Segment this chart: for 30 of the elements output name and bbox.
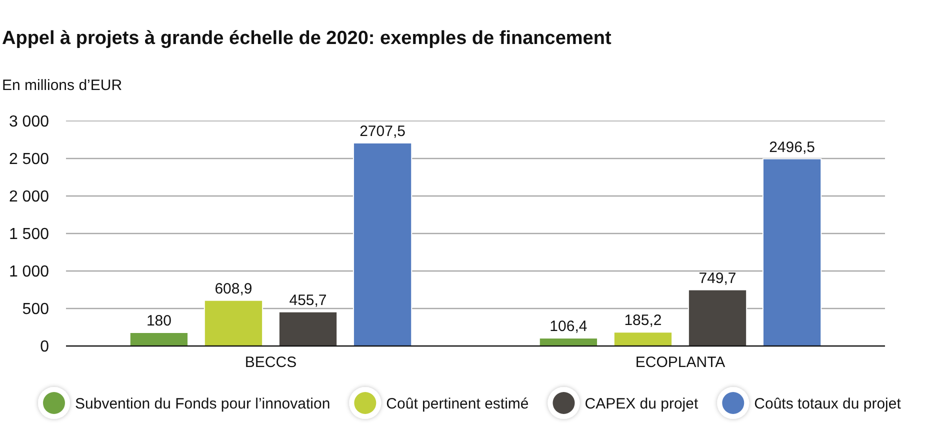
bar	[613, 332, 673, 346]
bar	[278, 311, 338, 346]
data-label: 106,4	[550, 318, 588, 336]
data-label: 2707,5	[360, 122, 406, 140]
data-label: 2496,5	[769, 138, 815, 156]
y-tick-label: 1 500	[8, 226, 50, 244]
x-tick-label: BECCS	[244, 354, 297, 371]
bar	[352, 142, 412, 346]
data-label: 749,7	[698, 270, 736, 287]
legend-label: Coût pertinent estimé	[386, 395, 529, 412]
x-tick-label: ECOPLANTA	[635, 354, 726, 371]
data-label: 455,7	[289, 292, 327, 309]
data-label: 185,2	[624, 312, 662, 330]
legend-label: Subvention du Fonds pour l’innovation	[75, 395, 330, 412]
y-tick-label: 500	[22, 301, 50, 318]
bar	[762, 158, 822, 346]
y-tick-label: 2 500	[8, 151, 50, 168]
legend-label: CAPEX du projet	[584, 395, 699, 412]
data-label: 180	[146, 312, 172, 330]
bar	[688, 289, 748, 346]
chart-title: Appel à projets à grande échelle de 2020: exemples de financement	[2, 28, 612, 49]
y-tick-label: 0	[40, 338, 50, 356]
data-label: 608,9	[214, 280, 252, 298]
y-axis-title: En millions d’EUR	[2, 77, 122, 94]
legend-label: Coûts totaux du projet	[754, 395, 902, 412]
y-tick-label: 3 000	[8, 114, 50, 131]
bar	[129, 332, 189, 346]
bar	[204, 300, 264, 346]
y-tick-label: 1 000	[8, 264, 50, 281]
y-tick-label: 2 000	[8, 188, 50, 206]
